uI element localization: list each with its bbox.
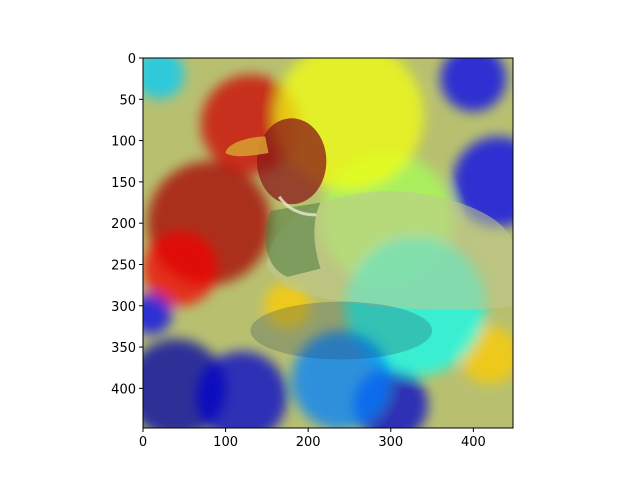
heat-blob [196, 351, 288, 428]
y-axis: 0 50 100 150 200 250 300 350 400 [111, 52, 143, 397]
heat-blob [452, 136, 513, 228]
y-tick-label: 300 [111, 300, 136, 315]
duck-body [266, 191, 513, 310]
heatmap-plot-area [143, 58, 513, 428]
heat-blob [143, 231, 218, 306]
y-tick-label: 150 [111, 176, 136, 191]
duck-bill [225, 136, 269, 157]
plot-frame [142, 57, 514, 429]
duck-neck-ring [278, 195, 317, 217]
x-axis: 0 100 200 300 400 [139, 428, 486, 450]
x-tick-label: 200 [296, 435, 321, 450]
heat-blob [143, 293, 172, 335]
x-tick-label: 0 [139, 435, 147, 450]
duck-neck [265, 202, 321, 277]
x-tick-label: 300 [378, 435, 403, 450]
duck-head [256, 118, 327, 205]
heat-blob [264, 282, 311, 329]
y-tick-label: 100 [111, 135, 136, 150]
duck-reflection [250, 301, 433, 360]
duck-image [225, 118, 513, 360]
heat-blob [291, 330, 391, 428]
y-tick-label: 50 [119, 93, 136, 108]
x-tick-label: 100 [213, 435, 238, 450]
heat-blob [143, 58, 185, 100]
y-tick-label: 350 [111, 341, 136, 356]
heat-blob [440, 58, 507, 112]
x-tick-label: 400 [461, 435, 486, 450]
y-tick-label: 0 [128, 52, 136, 67]
y-tick-label: 250 [111, 258, 136, 273]
y-tick-label: 200 [111, 217, 136, 232]
y-tick-label: 400 [111, 382, 136, 397]
